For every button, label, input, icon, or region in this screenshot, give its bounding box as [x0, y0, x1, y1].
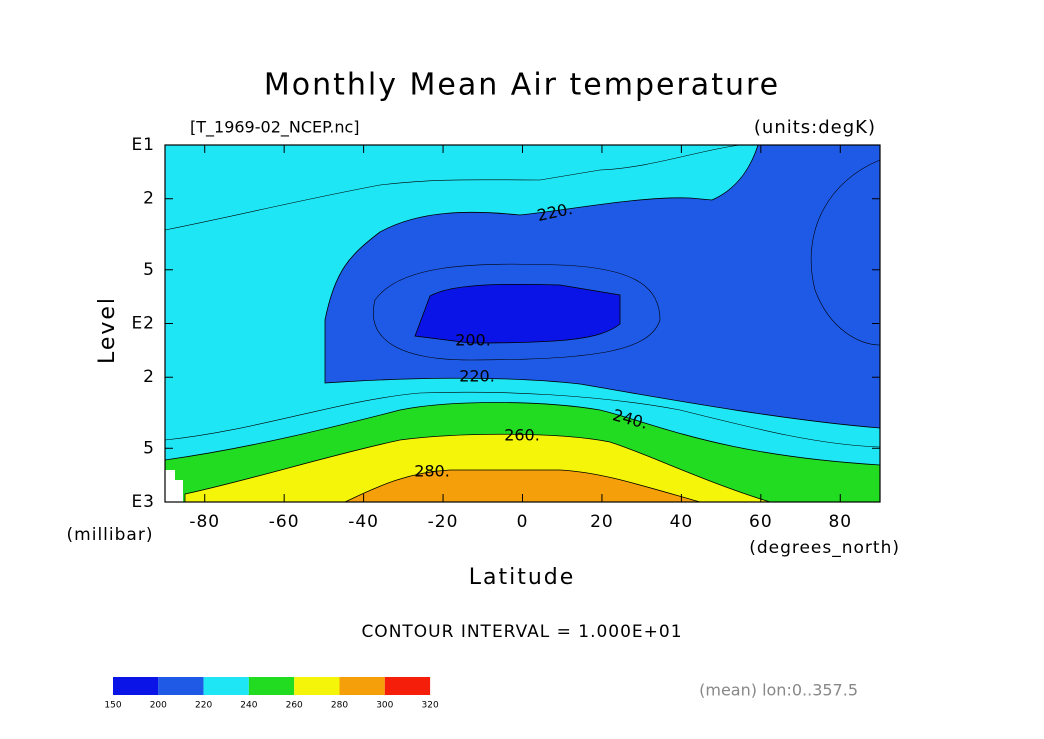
chart-title: Monthly Mean Air temperature	[264, 68, 780, 103]
y-tick-label: E3	[131, 492, 155, 512]
y-tick-label: 2	[143, 367, 155, 387]
units-label: (units:degK)	[754, 117, 876, 138]
x-tick-label: -40	[348, 512, 379, 532]
contour-line	[164, 391, 881, 448]
x-axis-label: Latitude	[469, 565, 576, 590]
y-axis-label: Level	[95, 296, 120, 364]
contour-line	[373, 263, 661, 361]
x-tick-label: 80	[828, 512, 852, 532]
contour-interval: CONTOUR INTERVAL = 1.000E+01	[361, 622, 682, 642]
y-tick-label: 5	[143, 260, 155, 280]
colorbar-box	[248, 677, 295, 695]
x-tick-label: -20	[428, 512, 459, 532]
colorbar-box	[158, 677, 204, 695]
x-tick-label: -80	[189, 512, 220, 532]
colorbar-box	[294, 677, 340, 695]
y-tick-label: E1	[131, 135, 155, 155]
region-280-300	[344, 469, 701, 503]
contour-label: 220.	[459, 367, 495, 386]
colorbar-label: 320	[422, 701, 439, 711]
x-tick-label: 40	[670, 512, 694, 532]
colorbar-label: 150	[104, 701, 121, 711]
colorbar-label: 220	[195, 701, 212, 711]
colorbar-label: 300	[376, 701, 393, 711]
x-tick-label: 60	[749, 512, 773, 532]
contour-label: 280.	[414, 462, 450, 481]
contour-label: 260.	[504, 426, 540, 445]
region-150-200	[414, 283, 621, 344]
contour-field	[164, 144, 881, 503]
contour-label: 200.	[455, 331, 491, 350]
x-units: (degrees_north)	[749, 538, 900, 558]
x-tick-label: 0	[517, 512, 529, 532]
x-tick-label: 20	[590, 512, 614, 532]
y-tick-label: 5	[143, 438, 155, 458]
x-tick-label: -60	[269, 512, 300, 532]
colorbar-box	[113, 677, 159, 695]
y-units: (millibar)	[67, 525, 154, 545]
contour-line	[164, 144, 741, 231]
colorbar-label: 200	[150, 701, 167, 711]
colorbar-box	[384, 677, 431, 695]
footnote: (mean) lon:0..357.5	[699, 681, 858, 700]
colorbar-box	[203, 677, 249, 695]
y-tick-label: 2	[143, 189, 155, 209]
y-tick-label: E2	[131, 314, 155, 334]
region-200-220	[324, 144, 881, 429]
colorbar-box	[339, 677, 385, 695]
missing-data	[165, 470, 183, 502]
colorbar-label: 280	[331, 701, 348, 711]
file-label: [T_1969-02_NCEP.nc]	[190, 118, 360, 138]
colorbar-label: 260	[286, 701, 303, 711]
colorbar-label: 240	[240, 701, 257, 711]
